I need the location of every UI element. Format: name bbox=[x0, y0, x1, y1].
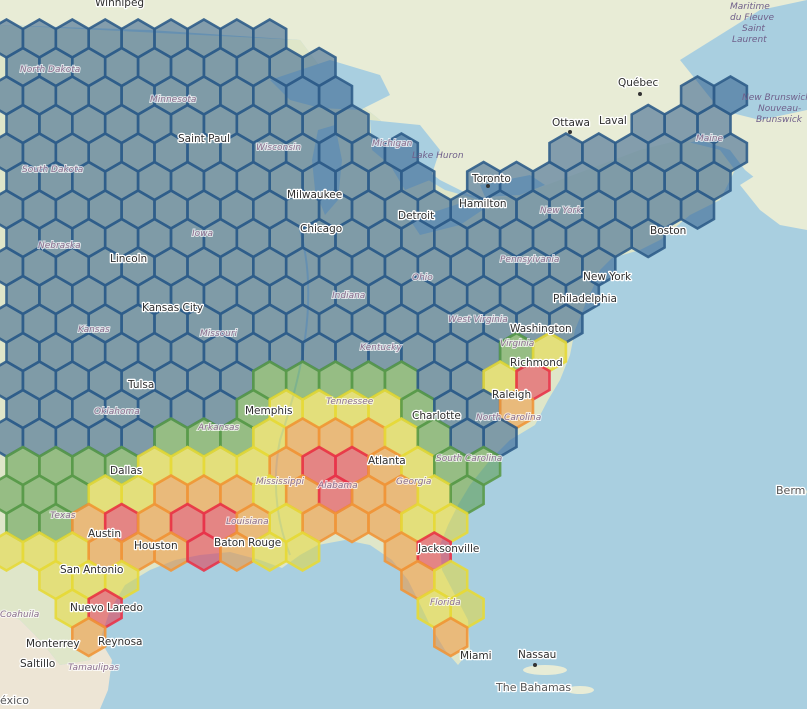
hex-cell bbox=[630, 217, 666, 259]
region-label-south-dakota: South Dakota bbox=[22, 165, 83, 175]
region-label-coahuila: Coahuila bbox=[0, 610, 39, 620]
svg-text:Laurent: Laurent bbox=[732, 35, 767, 45]
bermuda-island bbox=[799, 489, 807, 495]
hex-cell bbox=[71, 616, 107, 658]
svg-text:du Fleuve: du Fleuve bbox=[730, 13, 775, 23]
city-label-atlanta: Atlanta bbox=[368, 455, 406, 467]
city-dot-quebec bbox=[638, 92, 642, 96]
svg-text:Nouveau-: Nouveau- bbox=[758, 104, 801, 114]
region-label-south-carolina: South Carolina bbox=[436, 454, 502, 464]
city-label-washington: Washington bbox=[510, 323, 572, 335]
hexbin-layer bbox=[0, 17, 749, 658]
region-label-wisconsin: Wisconsin bbox=[256, 143, 301, 153]
region-label-pennsylvania: Pennsylvania bbox=[500, 255, 559, 265]
region-label-alabama: Alabama bbox=[317, 481, 358, 491]
water-label-maritime: Maritime du Fleuve Saint Laurent bbox=[730, 2, 775, 45]
city-label-toronto: Toronto bbox=[471, 173, 511, 185]
region-label-mississippi: Mississippi bbox=[256, 477, 304, 487]
region-label-louisiana: Louisiana bbox=[226, 517, 269, 527]
city-label-reynosa: Reynosa bbox=[98, 636, 142, 648]
water-label-new-brunswick: New Brunswick Nouveau- Brunswick bbox=[742, 93, 807, 125]
city-label-laval: Laval bbox=[599, 115, 627, 127]
city-dot-ottawa bbox=[568, 130, 572, 134]
city-label-winnipeg: Winnipeg bbox=[95, 0, 144, 9]
region-label-new-york-state: New York bbox=[540, 206, 582, 216]
region-label-tamaulipas: Tamaulipas bbox=[68, 663, 119, 673]
region-label-virginia: Virginia bbox=[500, 339, 534, 349]
region-label-north-dakota: North Dakota bbox=[20, 65, 80, 75]
city-label-ottawa: Ottawa bbox=[552, 117, 590, 129]
city-label-monterrey: Monterrey bbox=[26, 638, 80, 650]
land-mexico bbox=[0, 610, 112, 709]
bahamas-island bbox=[523, 665, 567, 675]
region-label-kansas: Kansas bbox=[78, 325, 110, 335]
bahamas-island-2 bbox=[566, 686, 594, 694]
svg-text:Maritime: Maritime bbox=[730, 2, 770, 12]
city-label-tulsa: Tulsa bbox=[127, 379, 154, 391]
region-label-maine: Maine bbox=[696, 134, 723, 144]
region-label-north-carolina: North Carolina bbox=[476, 413, 541, 423]
region-label-lake-huron: Lake Huron bbox=[412, 151, 464, 161]
hex-cell bbox=[334, 502, 370, 544]
city-label-hamilton: Hamilton bbox=[459, 198, 507, 210]
hex-cell bbox=[433, 616, 469, 658]
svg-text:New Brunswick: New Brunswick bbox=[742, 93, 807, 103]
region-label-florida: Florida bbox=[430, 598, 461, 608]
city-label-jacksonville: Jacksonville bbox=[417, 543, 479, 555]
city-label-charlotte: Charlotte bbox=[412, 410, 461, 422]
city-label-nassau: Nassau bbox=[518, 649, 556, 661]
city-label-new-york: New York bbox=[583, 271, 632, 283]
svg-text:Brunswick: Brunswick bbox=[756, 115, 803, 125]
city-label-detroit: Detroit bbox=[398, 210, 434, 222]
region-label-indiana: Indiana bbox=[332, 291, 365, 301]
region-label-arkansas: Arkansas bbox=[197, 423, 239, 433]
city-label-milwaukee: Milwaukee bbox=[287, 189, 342, 201]
label-the-bahamas: The Bahamas bbox=[495, 681, 571, 694]
region-label-minnesota: Minnesota bbox=[150, 95, 196, 105]
label-bermuda: Berm bbox=[776, 484, 805, 497]
city-dot-toronto bbox=[486, 184, 490, 188]
region-label-michigan: Michigan bbox=[372, 139, 413, 149]
city-label-lincoln: Lincoln bbox=[110, 253, 147, 265]
region-label-iowa: Iowa bbox=[192, 229, 213, 239]
city-label-baton-rouge: Baton Rouge bbox=[214, 537, 281, 549]
city-label-saltillo: Saltillo bbox=[20, 658, 55, 670]
city-label-raleigh: Raleigh bbox=[492, 389, 531, 401]
city-dot-nassau bbox=[533, 663, 537, 667]
city-label-nuevo-laredo: Nuevo Laredo bbox=[70, 602, 143, 614]
region-label-kentucky: Kentucky bbox=[360, 343, 402, 353]
city-label-memphis: Memphis bbox=[245, 405, 292, 417]
region-label-texas: Texas bbox=[50, 511, 76, 521]
city-label-philadelphia: Philadelphia bbox=[553, 293, 617, 305]
region-label-oklahoma: Oklahoma bbox=[94, 407, 140, 417]
hex-cell bbox=[284, 530, 321, 573]
city-label-boston: Boston bbox=[650, 225, 686, 237]
region-label-nebraska: Nebraska bbox=[38, 241, 81, 251]
region-label-georgia: Georgia bbox=[396, 477, 431, 487]
label-mexico: éxico bbox=[0, 694, 29, 707]
region-label-missouri: Missouri bbox=[200, 329, 238, 339]
region-label-west-virginia: West Virginia bbox=[448, 315, 508, 325]
city-label-miami: Miami bbox=[460, 650, 492, 662]
land-maritimes bbox=[740, 150, 807, 230]
city-label-saint-paul: Saint Paul bbox=[178, 133, 230, 145]
hex-cell bbox=[679, 188, 716, 231]
city-label-san-antonio: San Antonio bbox=[60, 564, 123, 576]
city-label-richmond: Richmond bbox=[510, 357, 563, 369]
city-label-quebec: Québec bbox=[618, 77, 659, 89]
city-label-houston: Houston bbox=[134, 540, 178, 552]
city-label-kansas-city: Kansas City bbox=[142, 302, 203, 314]
city-label-chicago: Chicago bbox=[300, 223, 342, 235]
svg-text:Saint: Saint bbox=[742, 24, 765, 34]
city-label-dallas: Dallas bbox=[110, 465, 142, 477]
region-label-tennessee: Tennessee bbox=[326, 397, 374, 407]
region-label-ohio: Ohio bbox=[412, 273, 433, 283]
city-label-austin: Austin bbox=[88, 528, 121, 540]
